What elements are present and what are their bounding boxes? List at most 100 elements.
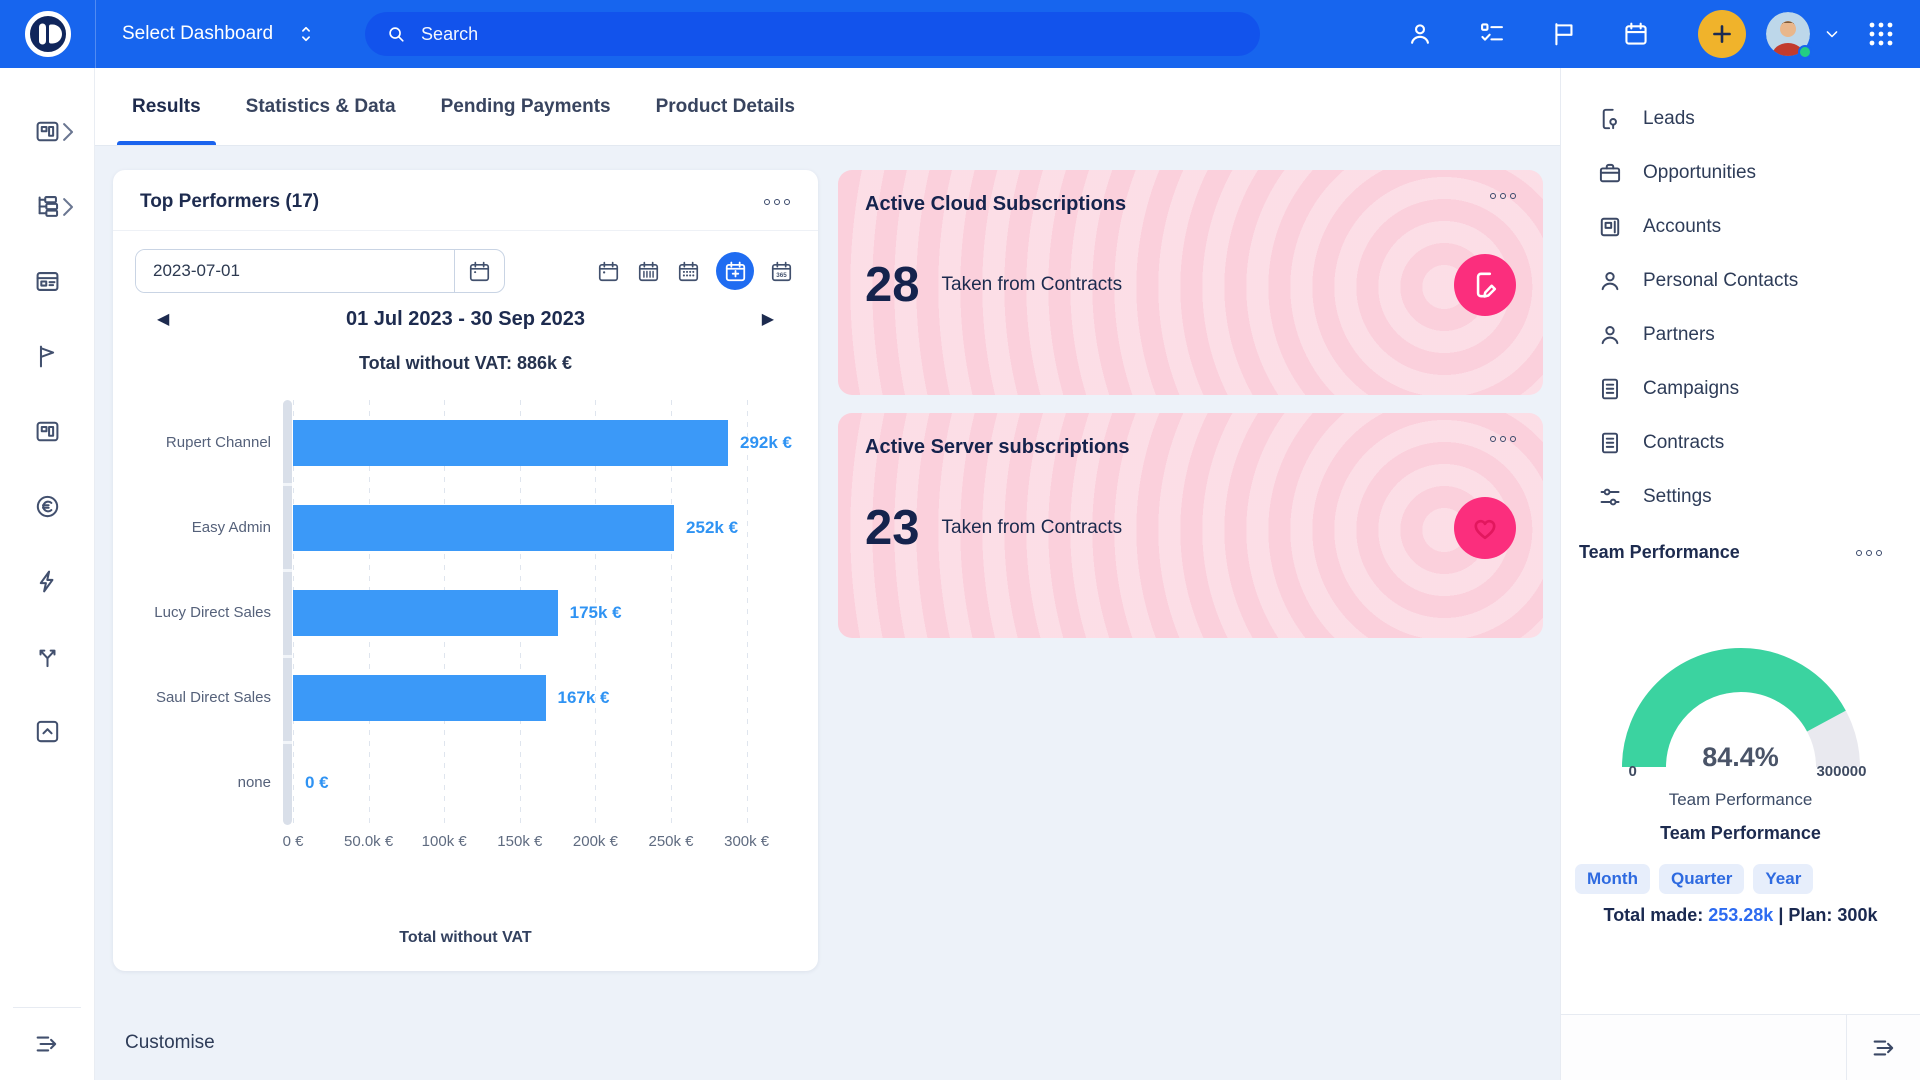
totals-divider: | bbox=[1778, 905, 1784, 925]
gauge-chart: 84.4% bbox=[1621, 647, 1861, 773]
gauge-widget-title: Team Performance bbox=[1660, 823, 1821, 843]
search-bar[interactable] bbox=[365, 12, 1261, 56]
card-subtitle: Taken from Contracts bbox=[941, 274, 1123, 295]
svg-text:365: 365 bbox=[776, 271, 787, 278]
sidebar-item-cards[interactable] bbox=[0, 394, 94, 469]
dashboard-selector[interactable]: Select Dashboard bbox=[122, 23, 317, 45]
active-cloud-subscriptions-card: Active Cloud Subscriptions 28 Taken from… bbox=[838, 170, 1543, 395]
menu-item-campaigns[interactable]: Campaigns bbox=[1561, 362, 1920, 416]
customise-button[interactable]: Customise bbox=[125, 1032, 215, 1053]
category-label: Saul Direct Sales bbox=[155, 689, 271, 706]
left-sidebar bbox=[0, 68, 95, 1080]
collapse-panel-button[interactable] bbox=[1847, 1015, 1920, 1080]
calendar-picker-button[interactable] bbox=[454, 250, 504, 292]
active-server-subscriptions-card: Active Server subscriptions 23 Taken fro… bbox=[838, 413, 1543, 638]
avatar[interactable] bbox=[1766, 12, 1812, 59]
tab-product-details[interactable]: Product Details bbox=[656, 68, 795, 145]
top-header: Select Dashboard bbox=[0, 0, 1920, 68]
tab-statistics-data[interactable]: Statistics & Data bbox=[246, 68, 396, 145]
dashboard-icon bbox=[36, 121, 58, 142]
gauge-percent-label: 84.4% bbox=[1702, 742, 1779, 772]
period-week-button[interactable] bbox=[636, 259, 661, 284]
more-options-button[interactable] bbox=[1490, 436, 1516, 442]
week-calendar-icon bbox=[638, 261, 659, 281]
menu-item-settings[interactable]: Settings bbox=[1561, 470, 1920, 524]
calendar-icon bbox=[469, 261, 490, 281]
category-label: none bbox=[237, 774, 271, 791]
logo-icon bbox=[24, 11, 71, 57]
menu-item-accounts[interactable]: Accounts bbox=[1561, 200, 1920, 254]
bar[interactable] bbox=[293, 589, 558, 636]
period-quarter-button-active[interactable] bbox=[716, 252, 754, 290]
more-options-button[interactable] bbox=[1490, 193, 1516, 199]
plan-label: Plan: bbox=[1788, 905, 1833, 925]
split-arrows-icon bbox=[39, 649, 55, 668]
right-panel-footer bbox=[1561, 1014, 1920, 1080]
sidebar-item-automation[interactable] bbox=[0, 544, 94, 619]
date-picker bbox=[135, 249, 505, 293]
tab-results[interactable]: Results bbox=[117, 68, 216, 145]
chart-category-labels: Rupert Channel Easy Admin Lucy Direct Sa… bbox=[135, 400, 283, 825]
menu-item-personal-contacts[interactable]: Personal Contacts bbox=[1561, 254, 1920, 308]
sliders-icon bbox=[1600, 488, 1620, 506]
plus-icon bbox=[1713, 25, 1731, 43]
calendar-icon[interactable] bbox=[1622, 20, 1650, 48]
contract-edit-icon bbox=[1476, 272, 1497, 298]
sidebar-item-pipeline[interactable] bbox=[0, 169, 94, 244]
period-day-button[interactable] bbox=[596, 259, 621, 284]
menu-label: Settings bbox=[1643, 486, 1712, 507]
year-button[interactable]: Year bbox=[1753, 864, 1814, 894]
sidebar-item-dashboards[interactable] bbox=[0, 94, 94, 169]
apps-grid-icon[interactable] bbox=[1866, 19, 1896, 49]
menu-item-opportunities[interactable]: Opportunities bbox=[1561, 146, 1920, 200]
tasks-icon[interactable] bbox=[1478, 20, 1506, 48]
x-tick: 250k € bbox=[648, 833, 694, 850]
contract-edit-button[interactable] bbox=[1454, 254, 1516, 316]
bar[interactable] bbox=[293, 504, 675, 551]
tab-pending-payments[interactable]: Pending Payments bbox=[441, 68, 611, 145]
bar[interactable] bbox=[293, 674, 546, 721]
chevron-down-icon[interactable] bbox=[1822, 24, 1842, 44]
date-input[interactable] bbox=[136, 250, 454, 292]
chevron-right-icon bbox=[63, 122, 74, 141]
prev-period-button[interactable]: ◀ bbox=[157, 310, 170, 328]
tab-label: Pending Payments bbox=[440, 95, 611, 117]
month-button[interactable]: Month bbox=[1575, 864, 1650, 894]
sidebar-item-goals[interactable] bbox=[0, 319, 94, 394]
add-button[interactable] bbox=[1698, 10, 1746, 58]
app-logo[interactable] bbox=[0, 0, 96, 68]
bar-row: 175k € bbox=[293, 570, 792, 655]
menu-item-partners[interactable]: Partners bbox=[1561, 308, 1920, 362]
total-made-value[interactable]: 253.28k bbox=[1708, 905, 1774, 925]
sidebar-item-finance[interactable] bbox=[0, 469, 94, 544]
bar-value-label: 252k € bbox=[686, 517, 739, 537]
favorite-button[interactable] bbox=[1454, 497, 1516, 559]
briefcase-icon bbox=[1599, 163, 1621, 183]
x-tick: 300k € bbox=[724, 833, 770, 850]
more-options-button[interactable] bbox=[1856, 549, 1882, 556]
search-icon bbox=[389, 27, 404, 42]
next-period-button[interactable]: ▶ bbox=[761, 310, 774, 328]
month-calendar-icon bbox=[678, 261, 699, 281]
flag-icon[interactable] bbox=[1550, 20, 1578, 48]
menu-item-contracts[interactable]: Contracts bbox=[1561, 416, 1920, 470]
period-year-button[interactable]: 365 bbox=[769, 259, 794, 284]
chart-scroll-slider[interactable] bbox=[283, 400, 292, 825]
menu-item-leads[interactable]: Leads bbox=[1561, 92, 1920, 146]
chart-title: Total without VAT: 886k € bbox=[358, 353, 573, 373]
category-label: Easy Admin bbox=[191, 519, 271, 536]
sidebar-item-browser[interactable] bbox=[0, 244, 94, 319]
bar-value-label: 167k € bbox=[557, 687, 610, 707]
more-options-button[interactable] bbox=[764, 199, 790, 205]
plan-value: 300k bbox=[1837, 905, 1878, 925]
sidebar-item-workflows[interactable] bbox=[0, 619, 94, 694]
search-input[interactable] bbox=[419, 22, 1241, 46]
card-title: Active Server subscriptions bbox=[865, 436, 1130, 458]
person-icon[interactable] bbox=[1406, 20, 1434, 48]
bar[interactable] bbox=[293, 419, 728, 466]
quarter-button[interactable]: Quarter bbox=[1658, 864, 1745, 894]
menu-label: Personal Contacts bbox=[1643, 270, 1799, 291]
expand-sidebar-button[interactable] bbox=[0, 1008, 94, 1080]
period-month-button[interactable] bbox=[676, 259, 701, 284]
sidebar-item-export[interactable] bbox=[0, 694, 94, 769]
